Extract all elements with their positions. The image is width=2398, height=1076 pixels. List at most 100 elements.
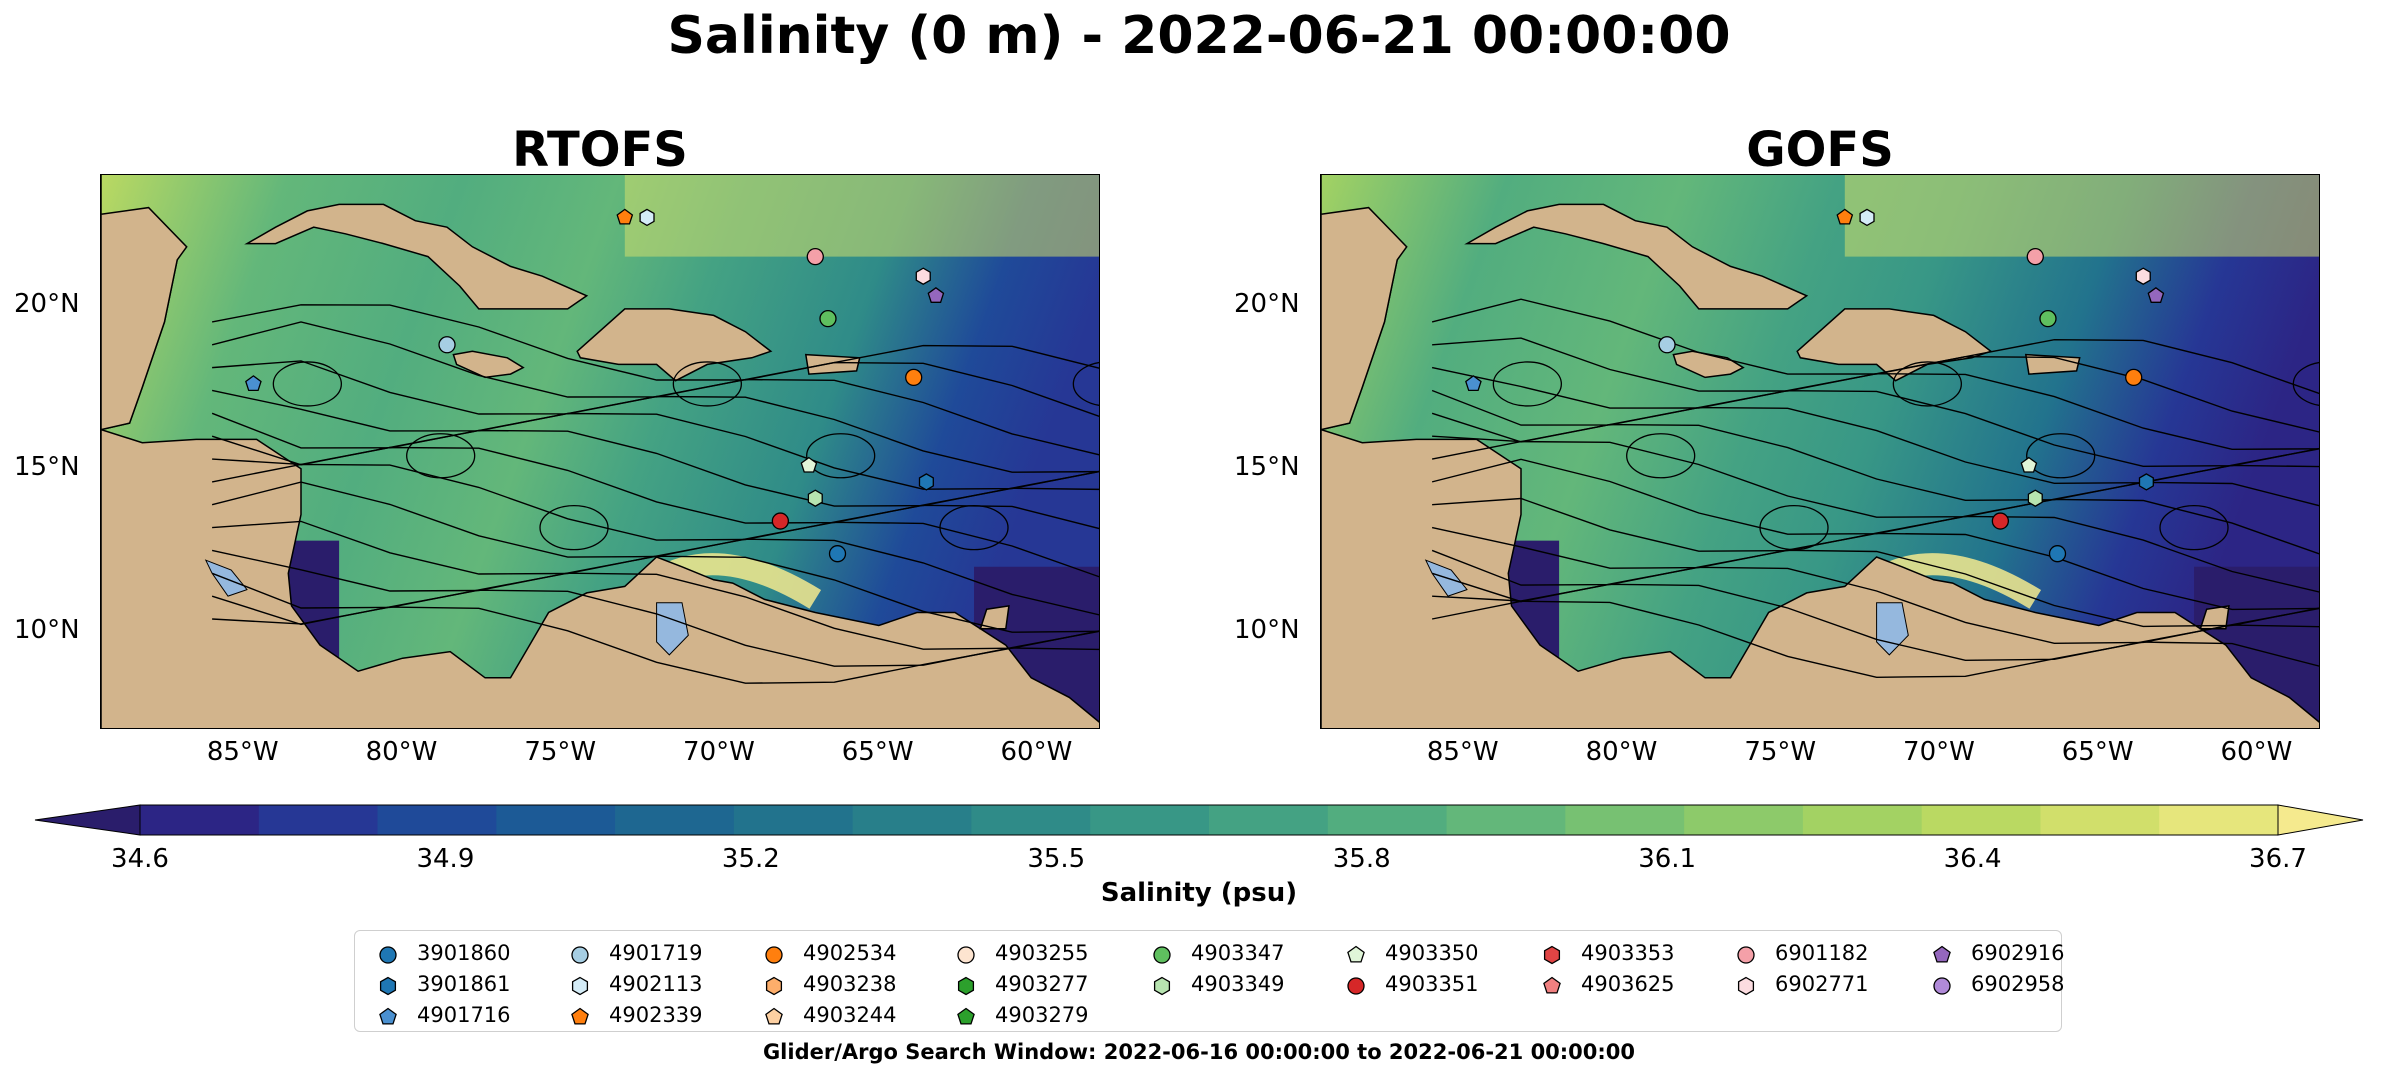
x-tick-label: 80°W [365, 737, 438, 767]
landmass-3 [452, 350, 525, 379]
hexagon-marker-icon [765, 976, 783, 996]
circle-marker-icon [571, 946, 589, 964]
eddy-4 [2026, 433, 2096, 479]
float-4902534 [905, 368, 923, 387]
float-4902339 [1836, 208, 1854, 225]
legend-label: 6901182 [1775, 941, 1869, 965]
colorbar-segment [496, 805, 616, 835]
pentagon-marker-icon [379, 1007, 397, 1025]
search-window-note: Glider/Argo Search Window: 2022-06-16 00… [762, 1040, 1636, 1064]
colorbar-segment [1446, 805, 1566, 835]
hexagon-marker-icon [957, 976, 975, 996]
float-4903351 [1991, 512, 2010, 530]
eddy-3 [1892, 361, 1962, 407]
streamline-6 [1431, 440, 2319, 518]
float-6902916 [2147, 286, 2165, 303]
x-tick-label: 65°W [841, 737, 914, 767]
float-4902113 [1859, 208, 1875, 227]
pentagon-marker-icon [1543, 976, 1561, 994]
rtofs-salinity-map [101, 175, 1099, 728]
landmass-2 [244, 203, 589, 310]
streamline-2 [1431, 366, 2319, 451]
legend-label: 4903347 [1191, 941, 1285, 965]
colorbar-segment [615, 805, 735, 835]
circle-marker-icon [957, 946, 975, 964]
eddy-1 [406, 433, 476, 479]
eddy-5 [2159, 504, 2229, 551]
colorbar-tick: 35.8 [1332, 844, 1391, 874]
legend: 3901860 3901861 4901716 4901719 4902113 49023… [354, 930, 2065, 1032]
streamline-10 [211, 549, 1099, 633]
float-3901861 [2138, 473, 2154, 491]
float-4901719 [438, 336, 456, 354]
colorbar-segment [1565, 805, 1685, 835]
float-4902339 [616, 208, 634, 225]
hexagon-marker-icon [571, 976, 589, 996]
hexagon-marker-icon [379, 976, 397, 996]
colorbar-segment [971, 805, 1091, 835]
legend-label: 6902916 [1971, 941, 2065, 965]
eddy-0 [1492, 361, 1562, 407]
landmass-1 [1321, 428, 2319, 728]
circle-marker-icon [1737, 946, 1755, 964]
y-tick-label: 15°N [1234, 451, 1300, 482]
legend-label: 4903349 [1191, 972, 1285, 996]
legend-label: 4903353 [1581, 941, 1675, 965]
float-4902534 [2125, 368, 2143, 387]
colorbar-tick: 35.5 [1027, 844, 1086, 874]
float-6901182 [2026, 247, 2044, 266]
landmass-5 [2024, 353, 2081, 375]
float-4903347 [2039, 309, 2057, 328]
colorbar-segment [2040, 805, 2160, 835]
legend-label: 4902534 [803, 941, 897, 965]
landmass-6 [979, 605, 1010, 630]
streamline-7 [211, 463, 1099, 541]
pentagon-marker-icon [1347, 945, 1365, 963]
landmass-2 [1464, 203, 1809, 310]
legend-label: 4903238 [803, 972, 897, 996]
pentagon-marker-icon [765, 1007, 783, 1025]
landmass-1 [101, 428, 1099, 728]
eddy-3 [672, 361, 742, 407]
y-tick-label: 10°N [1234, 615, 1300, 646]
gofs-salinity-map [1321, 175, 2319, 728]
y-tick-label: 20°N [1234, 288, 1300, 319]
circle-marker-icon [1347, 977, 1365, 995]
float-4901716 [245, 375, 262, 392]
circle-marker-icon [1933, 977, 1951, 995]
legend-label: 4901719 [609, 941, 703, 965]
lake-1 [656, 602, 689, 656]
x-tick-label: 70°W [1903, 737, 1975, 767]
landmass-5 [804, 353, 861, 375]
colorbar-tick: 36.7 [2249, 844, 2307, 874]
x-tick-label: 70°W [683, 737, 755, 767]
float-3901860 [2048, 545, 2067, 563]
streamline-0 [211, 304, 1099, 381]
colorbar-segment [1209, 805, 1329, 835]
y-tick-label: 10°N [14, 615, 80, 646]
x-tick-label: 80°W [1585, 737, 1658, 767]
colorbar-segment [377, 805, 497, 835]
y-tick-label: 20°N [14, 288, 80, 319]
panel-title-rtofs: RTOFS [512, 122, 688, 178]
x-tick-label: 85°W [1426, 737, 1499, 767]
figure-title: Salinity (0 m) - 2022-06-21 00:00:00 [667, 6, 1731, 66]
colorbar-segment [1090, 805, 1210, 835]
float-4903347 [819, 309, 837, 328]
float-4903350 [2020, 456, 2038, 473]
x-tick-label: 60°W [1000, 737, 1073, 767]
legend-label: 6902958 [1971, 972, 2065, 996]
colorbar-segment [733, 805, 854, 835]
legend-label: 4903255 [995, 941, 1089, 965]
map-panel-gofs [1320, 174, 2320, 729]
legend-label: 6902771 [1775, 972, 1869, 996]
legend-label: 4903279 [995, 1003, 1089, 1027]
float-4903350 [800, 456, 818, 473]
float-3901860 [828, 545, 847, 563]
atlantic-high-salinity-band [1844, 175, 2319, 257]
float-4903349 [2027, 489, 2043, 507]
pentagon-marker-icon [957, 1007, 975, 1025]
legend-label: 4903625 [1581, 972, 1675, 996]
float-6902916 [927, 286, 945, 303]
colorbar-segment [1327, 805, 1448, 835]
